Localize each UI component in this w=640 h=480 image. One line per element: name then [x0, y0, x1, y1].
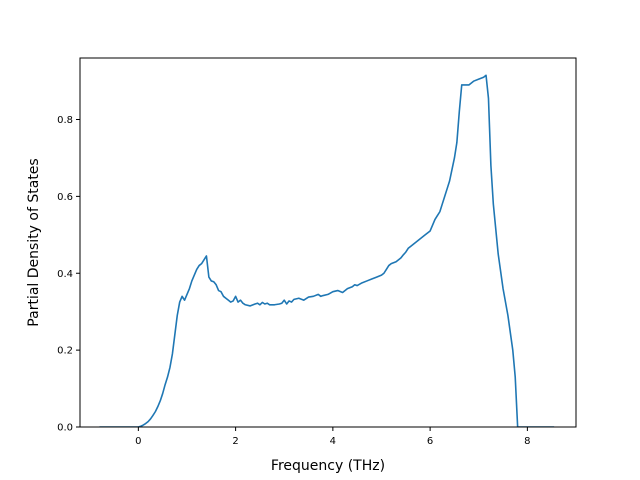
y-tick-label: 0.2 [57, 346, 73, 357]
y-tick-label: 0.0 [57, 423, 73, 434]
pdos-series-line [99, 74, 555, 427]
plot-area [99, 74, 555, 427]
y-tick-label: 0.4 [57, 269, 73, 280]
x-tick-label: 8 [524, 436, 530, 447]
axis-ticks: 0 2 4 6 8 0.0 0.2 0.4 0.6 0.8 [57, 115, 530, 447]
x-tick-label: 6 [427, 436, 433, 447]
y-tick-label: 0.6 [57, 192, 73, 203]
y-axis-label: Partial Density of States [26, 158, 42, 326]
axes-frame [79, 57, 577, 428]
y-tick-label: 0.8 [57, 115, 73, 126]
x-tick-label: 0 [135, 436, 141, 447]
x-tick-label: 2 [232, 436, 238, 447]
x-tick-label: 4 [330, 436, 336, 447]
x-axis-label: Frequency (THz) [271, 458, 385, 474]
